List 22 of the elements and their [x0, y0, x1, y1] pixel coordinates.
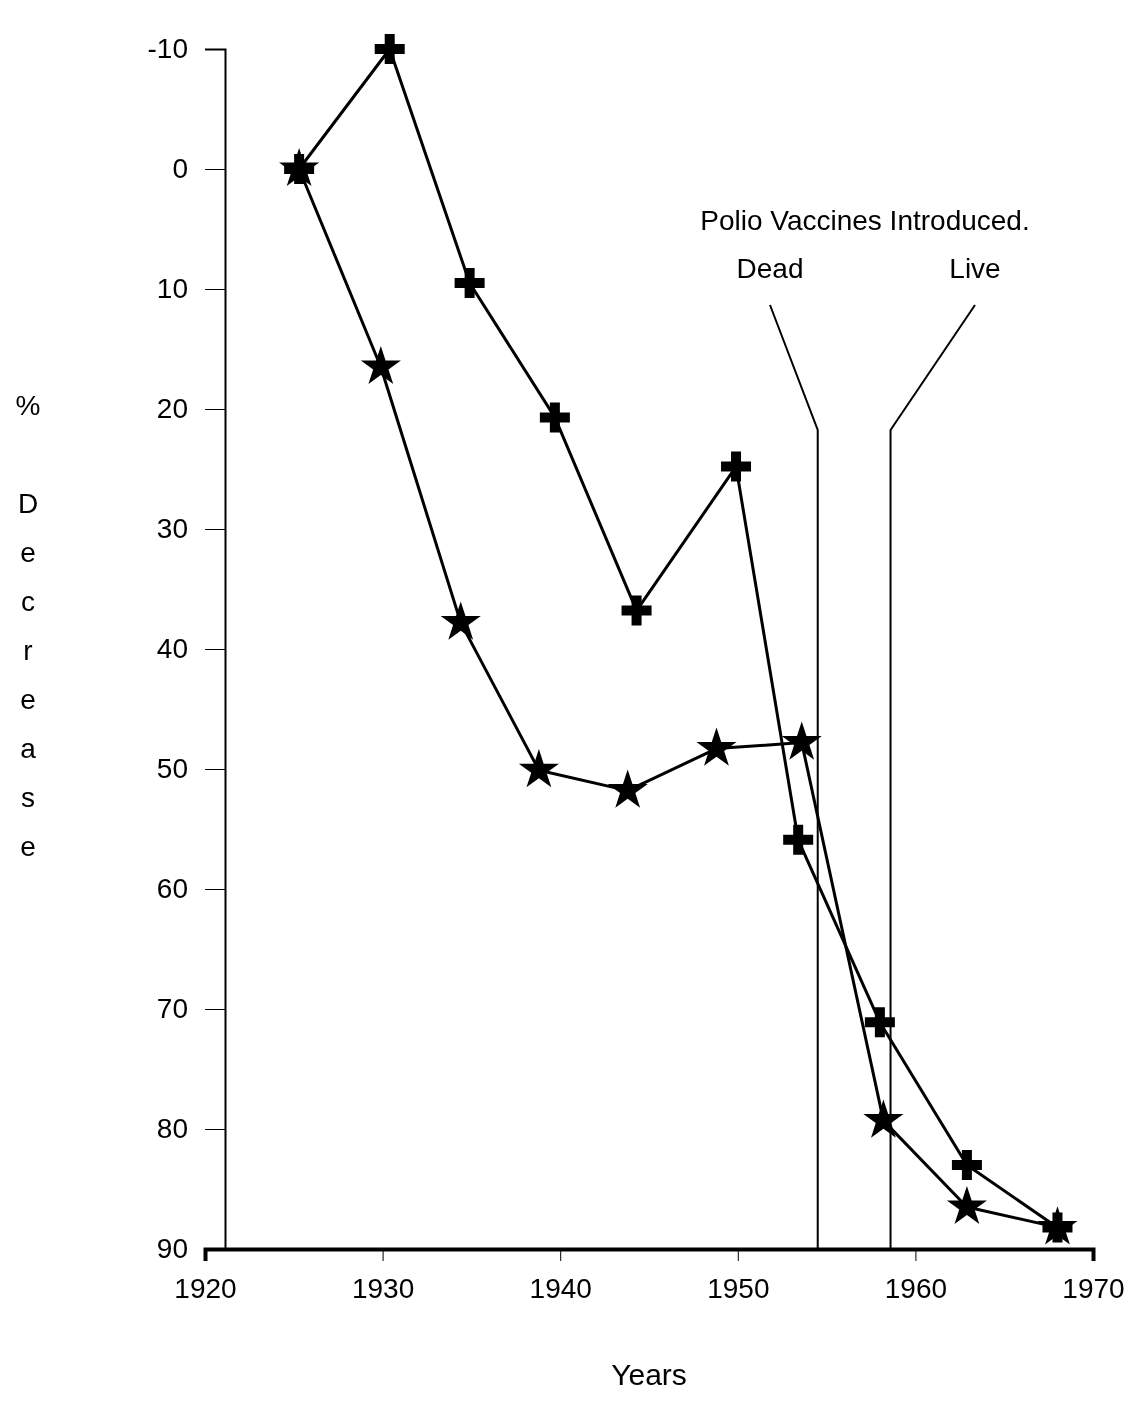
x-tick-label: 1950	[707, 1272, 770, 1304]
annotation: Polio Vaccines Introduced.	[700, 205, 1030, 236]
x-tick-label: 1920	[174, 1272, 237, 1304]
y-tick-label: 80	[156, 1113, 188, 1145]
x-axis-title: Years	[611, 1358, 687, 1391]
y-tick-label: -10	[147, 33, 188, 65]
y-tick-label: 40	[156, 633, 188, 665]
ref-line-label: Dead	[736, 253, 804, 284]
x-tick-label: 1960	[884, 1272, 948, 1304]
y-tick-label: 60	[156, 873, 188, 905]
y-tick-label: 30	[156, 513, 188, 545]
ref-line-label: Live	[949, 253, 1001, 284]
x-tick-label: 1930	[351, 1272, 415, 1304]
y-tick-label: 0	[172, 153, 188, 185]
y-tick-label: 20	[156, 393, 188, 425]
x-tick-label: 1940	[529, 1272, 592, 1304]
y-axis-title: % Decrease	[12, 390, 44, 880]
y-tick-label: 50	[156, 753, 188, 785]
y-tick-label: 90	[156, 1233, 188, 1265]
y-tick-label: 70	[156, 993, 188, 1025]
y-tick-label: 10	[156, 273, 188, 305]
x-tick-label: 1970	[1062, 1272, 1125, 1304]
